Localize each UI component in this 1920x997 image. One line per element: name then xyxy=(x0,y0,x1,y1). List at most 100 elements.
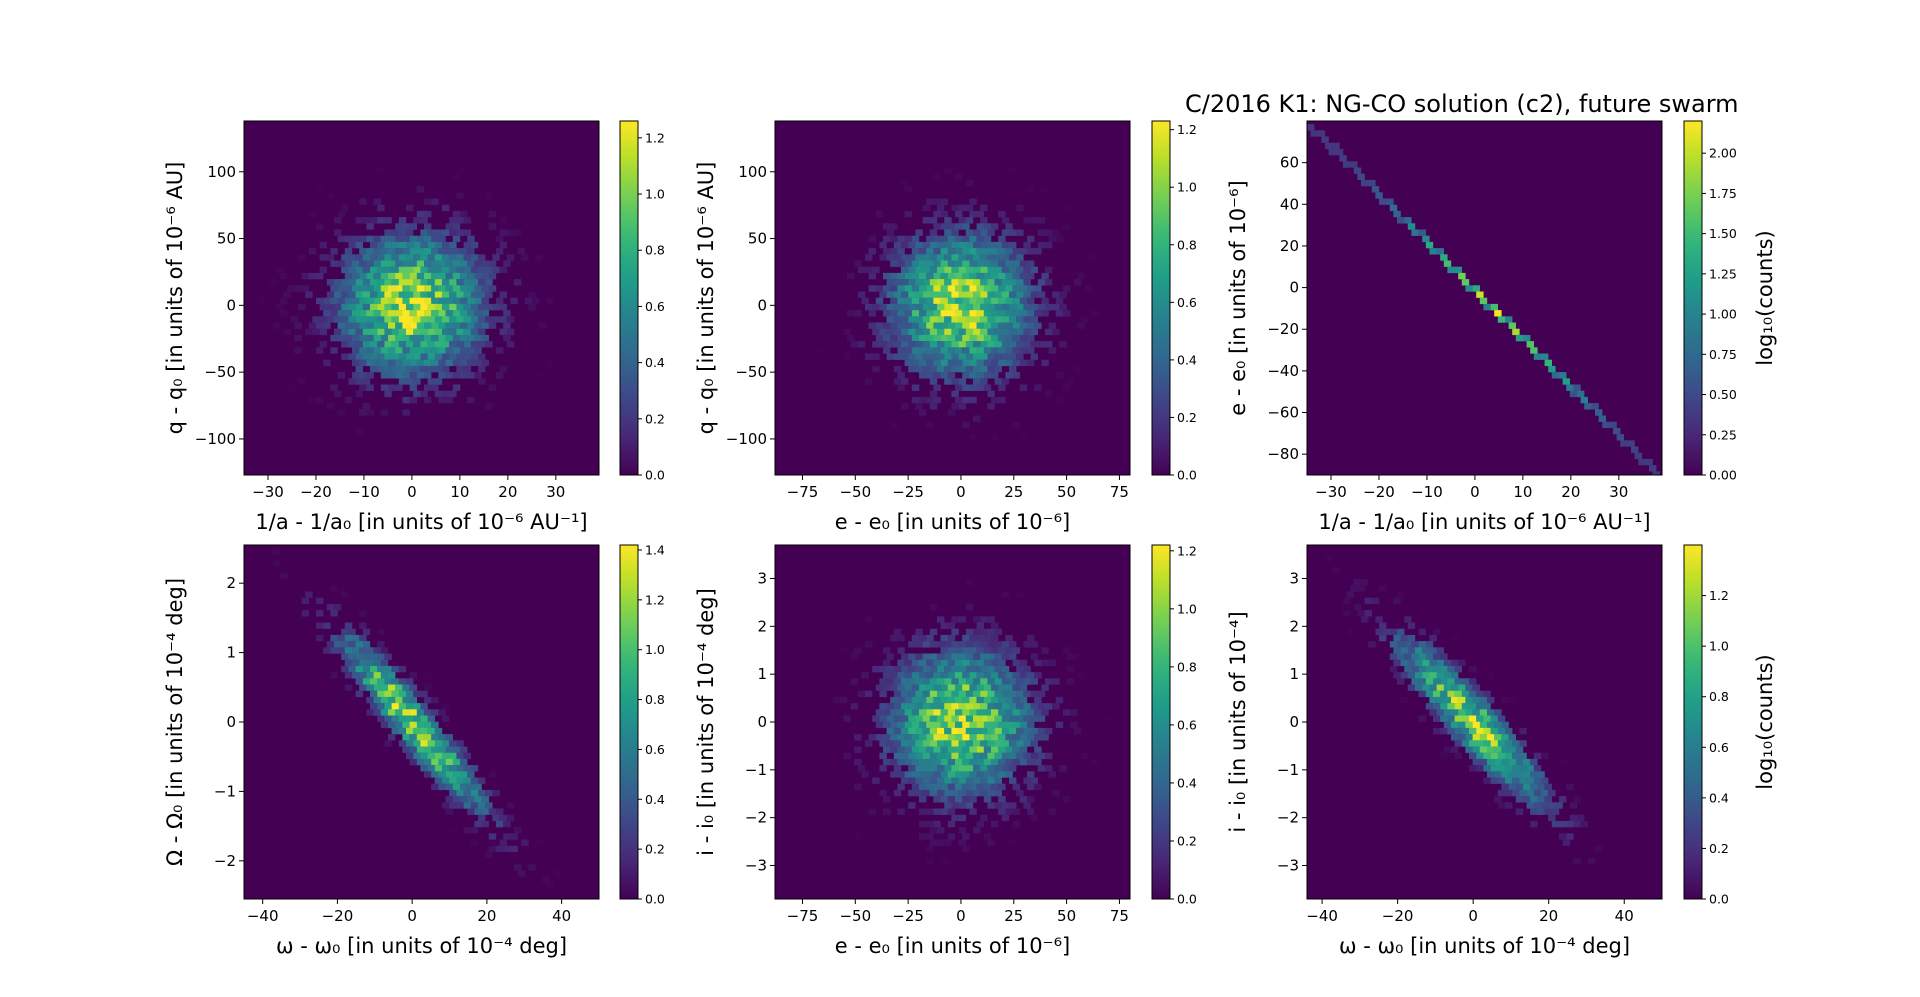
y-tick-label: −20 xyxy=(1267,320,1299,338)
x-axis-label: ω - ω₀ [in units of 10⁻⁴ deg] xyxy=(276,934,567,958)
y-tick-label: 50 xyxy=(217,230,236,248)
colorbar-tick-label: 0.8 xyxy=(645,692,665,707)
colorbar-tick-label: 0.4 xyxy=(1177,352,1197,367)
colorbar-tick-label: 1.00 xyxy=(1709,307,1737,322)
colorbar-tick-label: 1.0 xyxy=(645,187,665,202)
x-tick-label: 75 xyxy=(1110,483,1129,501)
x-tick-label: 30 xyxy=(1609,483,1628,501)
colorbar-tick-label: 1.0 xyxy=(645,642,665,657)
y-tick-label: 0 xyxy=(1289,713,1299,731)
colorbar-tick-label: 0.4 xyxy=(645,355,665,370)
y-tick-label: 40 xyxy=(1280,195,1299,213)
y-tick-label: −1 xyxy=(214,782,236,800)
x-axis-label: ω - ω₀ [in units of 10⁻⁴ deg] xyxy=(1339,934,1630,958)
colorbar-tick-label: 2.00 xyxy=(1709,146,1737,161)
x-tick-label: −20 xyxy=(1363,483,1395,501)
y-tick-label: 100 xyxy=(738,163,767,181)
y-tick-label: −40 xyxy=(1267,362,1299,380)
y-tick-label: 2 xyxy=(1289,617,1299,635)
panel-5: −75 −50 −25 0 25 50 75 −3 −2 −1 0 1 2 3 e - e₀ [in uni… xyxy=(694,543,1197,958)
y-tick-label: 100 xyxy=(207,163,236,181)
colorbar-tick-label: 0.6 xyxy=(1177,295,1197,310)
x-tick-label: −50 xyxy=(839,483,871,501)
colorbar-tick-label: 0.4 xyxy=(1709,790,1729,805)
x-axis-label: e - e₀ [in units of 10⁻⁶] xyxy=(835,934,1071,958)
x-axis-label: 1/a - 1/a₀ [in units of 10⁻⁶ AU⁻¹] xyxy=(255,510,587,534)
x-tick-label: −10 xyxy=(1411,483,1443,501)
colorbar-label: log₁₀(counts) xyxy=(1753,654,1777,789)
x-tick-label: 25 xyxy=(1004,483,1023,501)
y-tick-label: −50 xyxy=(204,363,236,381)
y-tick-label: 0 xyxy=(1289,279,1299,297)
y-tick-label: 0 xyxy=(226,296,236,314)
figure-title: C/2016 K1: NG-CO solution (c2), future s… xyxy=(1185,90,1739,118)
x-axis-label: 1/a - 1/a₀ [in units of 10⁻⁶ AU⁻¹] xyxy=(1318,510,1650,534)
colorbar-tick-label: 1.0 xyxy=(1709,639,1729,654)
colorbar-tick-label: 0.00 xyxy=(1709,468,1737,483)
colorbar xyxy=(1683,544,1703,900)
axes-frame xyxy=(1306,120,1663,476)
y-tick-label: 0 xyxy=(757,713,767,731)
y-tick-label: −100 xyxy=(726,430,767,448)
y-tick-label: 2 xyxy=(226,574,236,592)
y-tick-label: 50 xyxy=(748,230,767,248)
y-tick-label: −2 xyxy=(745,809,767,827)
colorbar-tick-label: 0.2 xyxy=(1177,833,1197,848)
x-tick-label: 0 xyxy=(407,907,417,925)
hexbin-cells xyxy=(811,167,1103,441)
y-axis-label: Ω - Ω₀ [in units of 10⁻⁴ deg] xyxy=(163,578,187,866)
x-tick-label: 0 xyxy=(956,907,966,925)
hexbin-cells xyxy=(1325,554,1603,865)
hexbin-cells xyxy=(1307,124,1660,475)
x-tick-label: −25 xyxy=(892,483,924,501)
colorbar-tick-label: 0.2 xyxy=(1177,410,1197,425)
x-tick-label: −20 xyxy=(322,907,354,925)
x-tick-label: −30 xyxy=(1315,483,1347,501)
colorbar-tick-label: 0.8 xyxy=(1177,659,1197,674)
x-tick-label: 20 xyxy=(498,483,517,501)
colorbar-tick-label: 0.2 xyxy=(645,842,665,857)
x-tick-label: 10 xyxy=(1513,483,1532,501)
y-tick-label: −1 xyxy=(1277,761,1299,779)
colorbar xyxy=(619,544,639,900)
x-tick-label: 75 xyxy=(1110,907,1129,925)
panel-6: −40 −20 0 20 40 −3 −2 −1 0 1 2 3 ω - ω₀ [in units of… xyxy=(1226,544,1777,958)
colorbar-tick-label: 0.0 xyxy=(1177,892,1197,907)
colorbar-tick-label: 1.2 xyxy=(645,130,665,145)
x-tick-label: −75 xyxy=(787,483,819,501)
y-tick-label: 2 xyxy=(757,617,767,635)
colorbar-tick-label: 0.2 xyxy=(645,411,665,426)
y-tick-label: −100 xyxy=(195,430,236,448)
colorbar xyxy=(1151,120,1171,476)
colorbar-label: log₁₀(counts) xyxy=(1753,230,1777,365)
colorbar-tick-label: 1.4 xyxy=(645,542,665,557)
y-tick-label: 1 xyxy=(757,665,767,683)
colorbar-tick-label: 0.75 xyxy=(1709,347,1737,362)
hexbin-cells xyxy=(803,579,1110,865)
colorbar xyxy=(619,120,639,476)
x-tick-label: −30 xyxy=(252,483,284,501)
y-tick-label: −60 xyxy=(1267,404,1299,422)
y-axis-label: e - e₀ [in units of 10⁻⁶] xyxy=(1226,180,1250,416)
colorbar xyxy=(1683,120,1703,476)
colorbar-tick-label: 0.4 xyxy=(1177,775,1197,790)
x-tick-label: 25 xyxy=(1004,907,1023,925)
colorbar-tick-label: 1.2 xyxy=(1177,543,1197,558)
colorbar-tick-label: 0.2 xyxy=(1709,841,1729,856)
colorbar-tick-label: 0.50 xyxy=(1709,387,1737,402)
colorbar-tick-label: 0.25 xyxy=(1709,427,1737,442)
colorbar-tick-label: 1.2 xyxy=(1177,122,1197,137)
y-tick-label: −2 xyxy=(214,852,236,870)
x-tick-label: −75 xyxy=(787,907,819,925)
y-tick-label: 0 xyxy=(226,713,236,731)
panel-4: −40 −20 0 20 40 −2 −1 0 1 2 ω - ω₀ [in units of 10… xyxy=(163,542,665,958)
colorbar-tick-label: 0.0 xyxy=(645,892,665,907)
x-tick-label: 20 xyxy=(477,907,496,925)
y-axis-label: i - i₀ [in units of 10⁻⁴] xyxy=(1226,611,1250,832)
x-tick-label: −25 xyxy=(892,907,924,925)
colorbar xyxy=(1151,544,1171,900)
x-tick-label: 20 xyxy=(1539,907,1558,925)
colorbar-tick-label: 1.75 xyxy=(1709,186,1737,201)
